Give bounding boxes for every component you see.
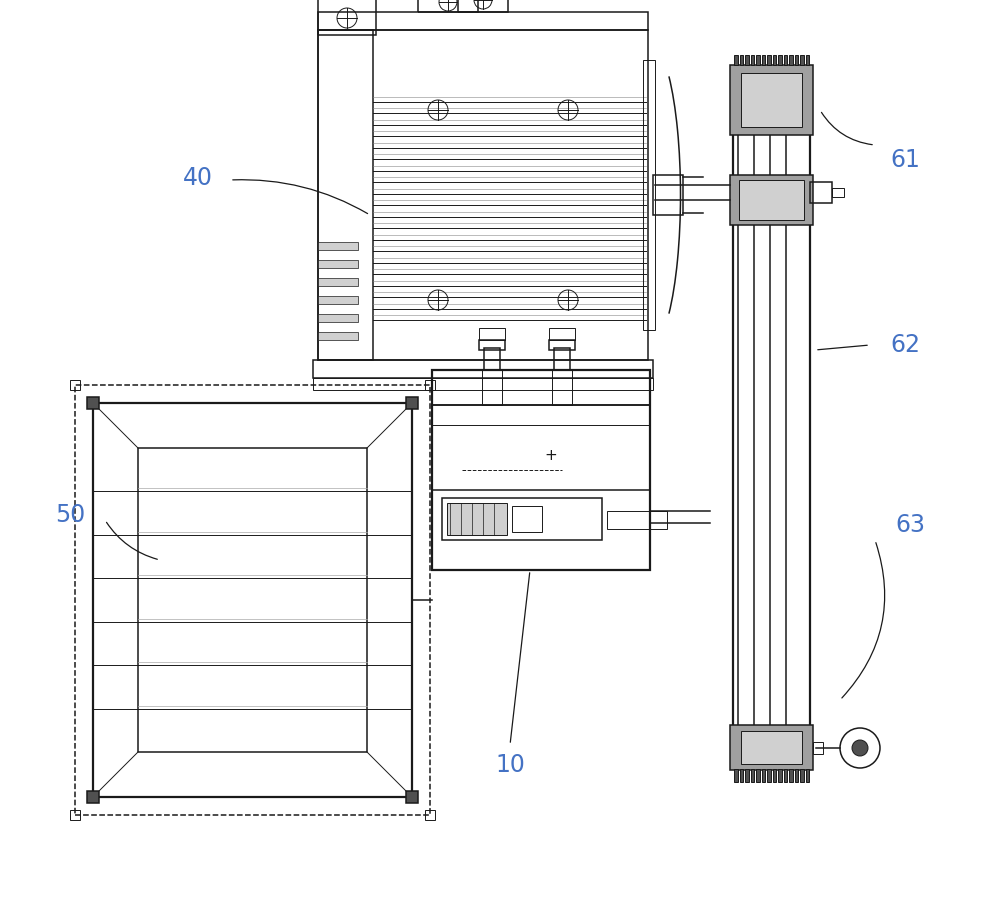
- Bar: [318, 332, 358, 340]
- Bar: [479, 340, 505, 350]
- Bar: [406, 397, 418, 409]
- Bar: [313, 378, 653, 390]
- Bar: [730, 175, 813, 225]
- Bar: [739, 769, 743, 782]
- Bar: [313, 360, 653, 378]
- Bar: [549, 340, 575, 350]
- Text: +: +: [545, 447, 557, 463]
- Bar: [70, 810, 80, 820]
- Bar: [425, 810, 435, 820]
- Bar: [512, 506, 542, 532]
- Bar: [318, 30, 648, 360]
- Bar: [810, 182, 832, 203]
- Bar: [784, 769, 787, 782]
- Bar: [734, 55, 737, 65]
- Bar: [432, 370, 650, 405]
- Bar: [773, 55, 776, 65]
- Bar: [93, 403, 412, 797]
- Bar: [789, 55, 793, 65]
- Bar: [832, 188, 844, 197]
- Bar: [318, 0, 376, 35]
- Bar: [761, 769, 765, 782]
- Bar: [406, 791, 418, 803]
- Bar: [745, 55, 748, 65]
- Text: 62: 62: [890, 333, 920, 357]
- Text: 50: 50: [55, 503, 85, 527]
- Bar: [138, 448, 367, 752]
- Bar: [318, 314, 358, 322]
- Bar: [552, 370, 572, 405]
- Bar: [730, 725, 813, 770]
- Bar: [800, 769, 804, 782]
- Bar: [318, 30, 373, 360]
- Text: 61: 61: [890, 148, 920, 172]
- Bar: [750, 55, 754, 65]
- Bar: [806, 55, 809, 65]
- Bar: [479, 328, 505, 340]
- Bar: [795, 769, 798, 782]
- Bar: [607, 511, 667, 529]
- Bar: [813, 742, 823, 754]
- Bar: [549, 328, 575, 340]
- Bar: [447, 503, 507, 535]
- Bar: [432, 370, 650, 570]
- Bar: [482, 370, 502, 405]
- Bar: [761, 55, 765, 65]
- Text: 40: 40: [183, 166, 213, 190]
- Bar: [458, 0, 508, 12]
- Circle shape: [852, 740, 868, 756]
- Bar: [643, 60, 655, 330]
- Text: 10: 10: [496, 753, 525, 777]
- Bar: [739, 180, 804, 220]
- Bar: [795, 55, 798, 65]
- Bar: [778, 55, 782, 65]
- Bar: [750, 769, 754, 782]
- Bar: [87, 397, 99, 409]
- Bar: [484, 348, 500, 370]
- Bar: [318, 12, 648, 30]
- Bar: [70, 380, 80, 390]
- Bar: [767, 55, 770, 65]
- Bar: [318, 278, 358, 286]
- Bar: [739, 55, 743, 65]
- Bar: [806, 769, 809, 782]
- Bar: [425, 380, 435, 390]
- Bar: [418, 0, 478, 12]
- Bar: [745, 769, 748, 782]
- Bar: [767, 769, 770, 782]
- Bar: [741, 73, 802, 127]
- Bar: [75, 385, 430, 815]
- Bar: [318, 296, 358, 304]
- Bar: [784, 55, 787, 65]
- Bar: [734, 769, 737, 782]
- Bar: [442, 498, 602, 540]
- Bar: [773, 769, 776, 782]
- Bar: [789, 769, 793, 782]
- Bar: [730, 65, 813, 135]
- Bar: [741, 731, 802, 764]
- Bar: [554, 348, 570, 370]
- Bar: [318, 260, 358, 268]
- Bar: [653, 175, 683, 215]
- Text: 63: 63: [895, 513, 925, 537]
- Bar: [318, 242, 358, 250]
- Bar: [87, 791, 99, 803]
- Bar: [778, 769, 782, 782]
- Bar: [756, 769, 759, 782]
- Bar: [800, 55, 804, 65]
- Bar: [756, 55, 759, 65]
